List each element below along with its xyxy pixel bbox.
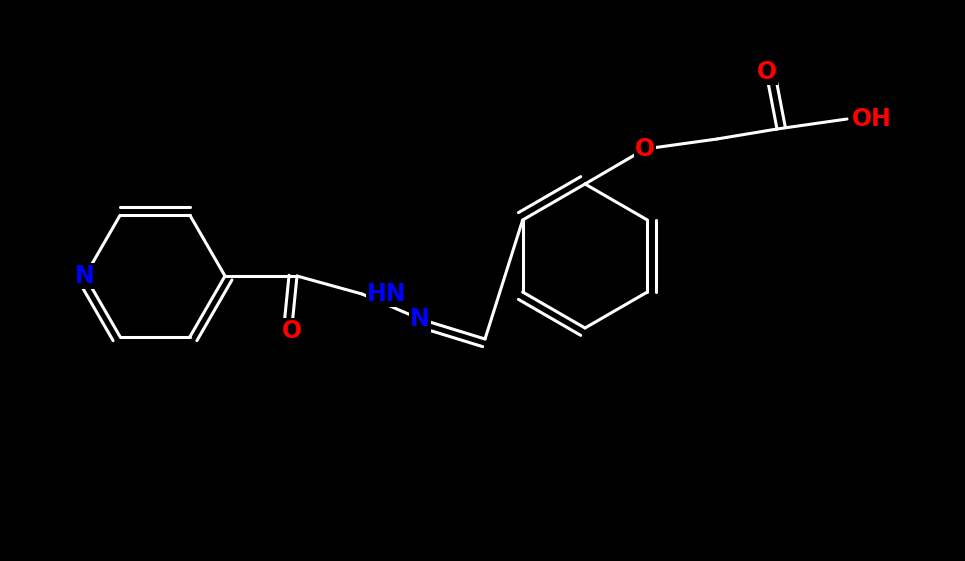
Text: HN: HN	[367, 282, 406, 306]
Text: OH: OH	[852, 107, 892, 131]
Text: O: O	[635, 137, 655, 161]
Text: O: O	[757, 60, 777, 84]
Text: N: N	[410, 307, 429, 331]
Text: O: O	[282, 319, 302, 343]
Text: N: N	[75, 264, 95, 288]
